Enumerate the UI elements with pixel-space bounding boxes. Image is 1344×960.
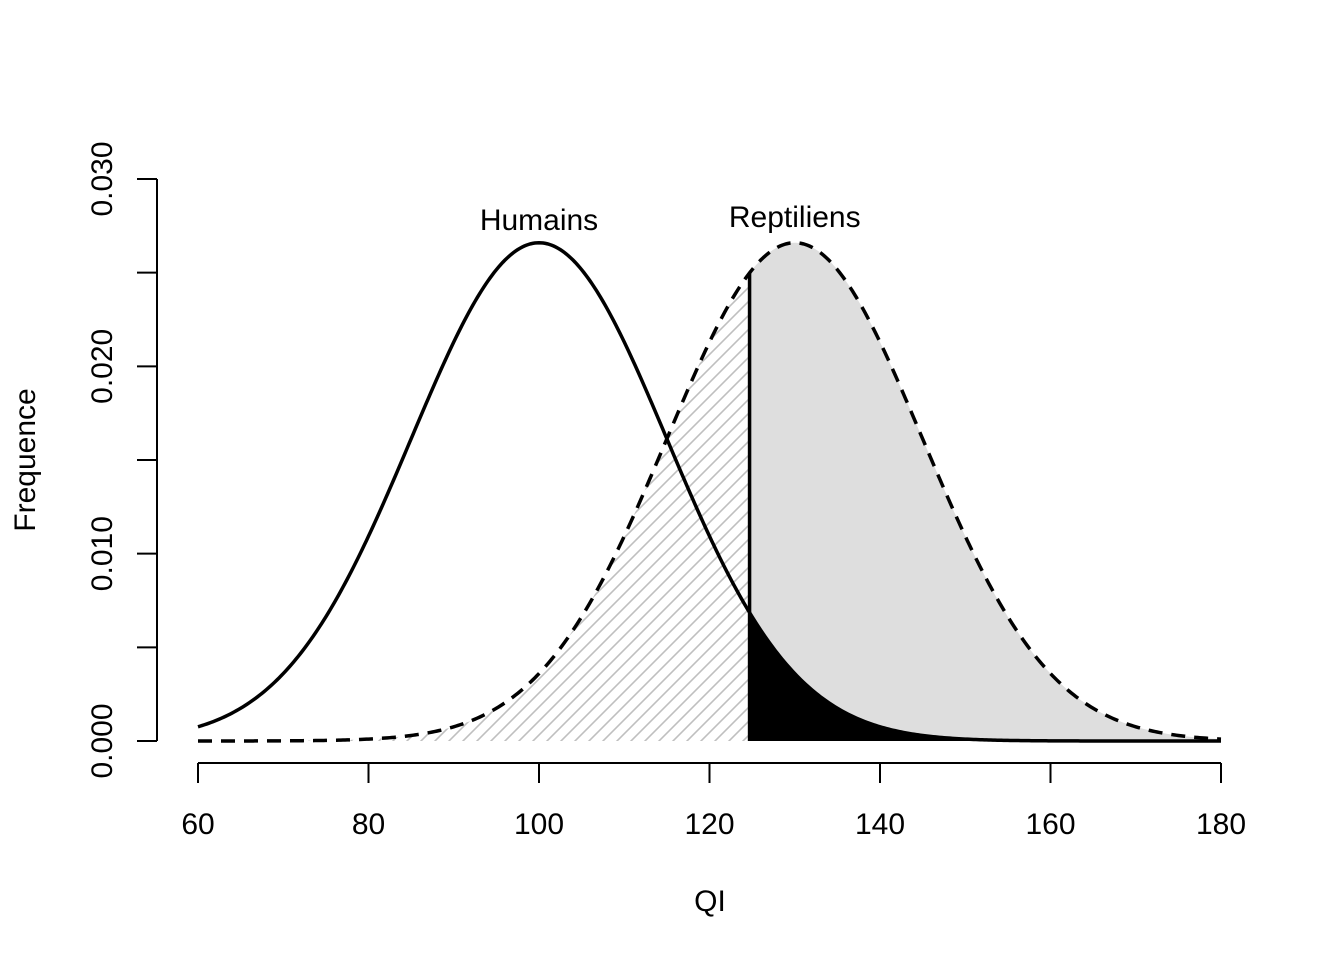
humains-label: Humains: [480, 204, 598, 237]
x-tick-label: 60: [181, 808, 214, 841]
y-tick-label: 0.020: [86, 329, 119, 404]
x-tick-label: 120: [684, 808, 734, 841]
y-tick-label: 0.000: [86, 703, 119, 778]
y-axis-title: Frequence: [9, 388, 42, 531]
reptiliens-left-hatched-area: [198, 272, 750, 741]
x-axis: 60 80 100 120 140 160 180: [181, 762, 1246, 841]
humains-curve: [197, 241, 1221, 743]
reptiliens-curve: [198, 241, 1222, 743]
x-axis-title: QI: [694, 885, 726, 918]
y-tick-label: 0.030: [86, 141, 119, 216]
x-tick-label: 100: [514, 808, 564, 841]
x-tick-label: 160: [1025, 808, 1075, 841]
humains-tail-black-area: [749, 612, 1221, 741]
x-tick-label: 140: [855, 808, 905, 841]
x-tick-label: 180: [1196, 808, 1246, 841]
reptiliens-right-shaded-area: [749, 242, 1221, 741]
reptiliens-label: Reptiliens: [729, 201, 861, 234]
x-tick-label: 80: [352, 808, 385, 841]
y-axis: 0.000 0.010 0.020 0.030: [86, 141, 158, 779]
y-tick-label: 0.010: [86, 516, 119, 591]
